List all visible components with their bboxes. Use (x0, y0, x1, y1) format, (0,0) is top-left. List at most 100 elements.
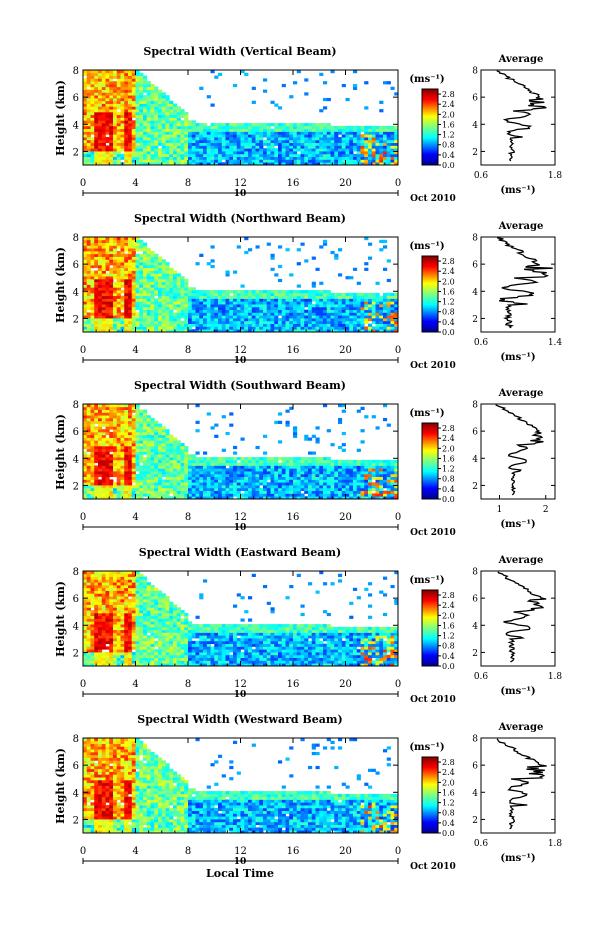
heatmap-cell (274, 103, 279, 107)
heatmap-cell (315, 476, 320, 480)
heatmap-cell (150, 153, 155, 158)
heatmap-cell (98, 406, 103, 410)
heatmap-cell (338, 159, 343, 163)
heatmap-cell (360, 306, 365, 311)
heatmap-cell (143, 264, 148, 269)
heatmap-cell (116, 256, 121, 260)
heatmap-cell (323, 487, 328, 492)
heatmap-cell (191, 490, 196, 494)
heatmap-cell (195, 145, 200, 149)
heatmap-cell (116, 415, 121, 419)
heatmap-cell (139, 306, 144, 311)
heatmap-cell (266, 162, 271, 166)
profile-y-tick-label: 2 (472, 148, 478, 158)
heatmap-cell (315, 465, 320, 469)
heatmap-cell (113, 304, 118, 308)
heatmap-cell (161, 117, 166, 121)
heatmap-cell (251, 292, 256, 297)
heatmap-cell (143, 156, 148, 160)
heatmap-cell (109, 95, 114, 99)
heatmap-cell (383, 151, 388, 155)
heatmap-cell (278, 153, 283, 158)
heatmap-cell (270, 159, 275, 163)
heatmap-cell (94, 131, 99, 135)
heatmap-cell (94, 239, 99, 243)
heatmap-cell (150, 496, 155, 500)
heatmap-cell (113, 409, 118, 413)
heatmap-cell (180, 284, 185, 288)
heatmap-cell (169, 318, 174, 322)
heatmap-cell (188, 473, 193, 478)
heatmap-cell (180, 301, 185, 305)
heatmap-cell (158, 429, 163, 433)
heatmap-cell (266, 290, 271, 294)
heatmap-cell (90, 259, 95, 263)
heatmap-cell (199, 159, 204, 163)
heatmap-cell (218, 298, 223, 302)
heatmap-cell (116, 440, 121, 444)
heatmap-cell (83, 284, 88, 288)
heatmap-cell (326, 318, 331, 322)
heatmap-cell (146, 86, 151, 90)
heatmap-cell (383, 326, 388, 330)
heatmap-cell (281, 320, 286, 325)
heatmap-cell (105, 417, 110, 422)
heatmap-cell (308, 131, 313, 135)
heatmap-cell (101, 457, 106, 461)
heatmap-cell (274, 420, 279, 424)
heatmap-cell (113, 326, 118, 330)
heatmap-cell (169, 443, 174, 447)
heatmap-cell (341, 159, 346, 163)
heatmap-cell (281, 292, 286, 297)
heatmap-cell (146, 309, 151, 313)
heatmap-cell (131, 128, 136, 132)
heatmap-cell (375, 315, 380, 319)
heatmap-cell (278, 482, 283, 486)
heatmap-cell (131, 253, 136, 257)
heatmap-cell (169, 114, 174, 118)
heatmap-cell (236, 139, 241, 144)
heatmap-cell (139, 81, 144, 85)
profile-x-tick-label: 1.4 (548, 338, 563, 348)
heatmap-cell (188, 156, 193, 160)
heatmap-cell (184, 114, 189, 118)
heatmap-cell (94, 145, 99, 149)
heatmap-cell (113, 298, 118, 302)
heatmap-cell (263, 153, 268, 158)
heatmap-cell (188, 139, 193, 144)
heatmap-cell (128, 309, 133, 313)
heatmap-cell (90, 485, 95, 489)
heatmap-cell (105, 151, 110, 155)
heatmap-cell (173, 111, 178, 116)
heatmap-cell (236, 128, 241, 132)
heatmap-cell (210, 479, 215, 483)
heatmap-cell (259, 134, 264, 138)
heatmap-cell (128, 420, 133, 424)
heatmap-cell (338, 148, 343, 152)
heatmap-cell (146, 457, 151, 461)
heatmap-cell (371, 156, 376, 160)
heatmap-cell (270, 457, 275, 461)
heatmap-cell (169, 451, 174, 455)
heatmap-cell (113, 420, 118, 424)
heatmap-cell (143, 276, 148, 280)
heatmap-cell (296, 284, 301, 288)
heatmap-cell (218, 482, 223, 486)
heatmap-cell (128, 97, 133, 102)
heatmap-cell (135, 278, 140, 283)
heatmap-cell (266, 139, 271, 144)
heatmap-cell (139, 159, 144, 163)
heatmap-cell (270, 137, 275, 141)
heatmap-cell (135, 131, 140, 135)
heatmap-cell (176, 290, 181, 294)
heatmap-cell (184, 312, 189, 316)
heatmap-cell (116, 242, 121, 246)
heatmap-cell (218, 493, 223, 497)
heatmap-cell (176, 148, 181, 152)
heatmap-cell (124, 320, 129, 325)
heatmap-cell (244, 145, 249, 149)
heatmap-cell (143, 75, 148, 79)
heatmap-cell (259, 128, 264, 132)
heatmap-cell (135, 457, 140, 461)
heatmap-cell (154, 106, 159, 110)
